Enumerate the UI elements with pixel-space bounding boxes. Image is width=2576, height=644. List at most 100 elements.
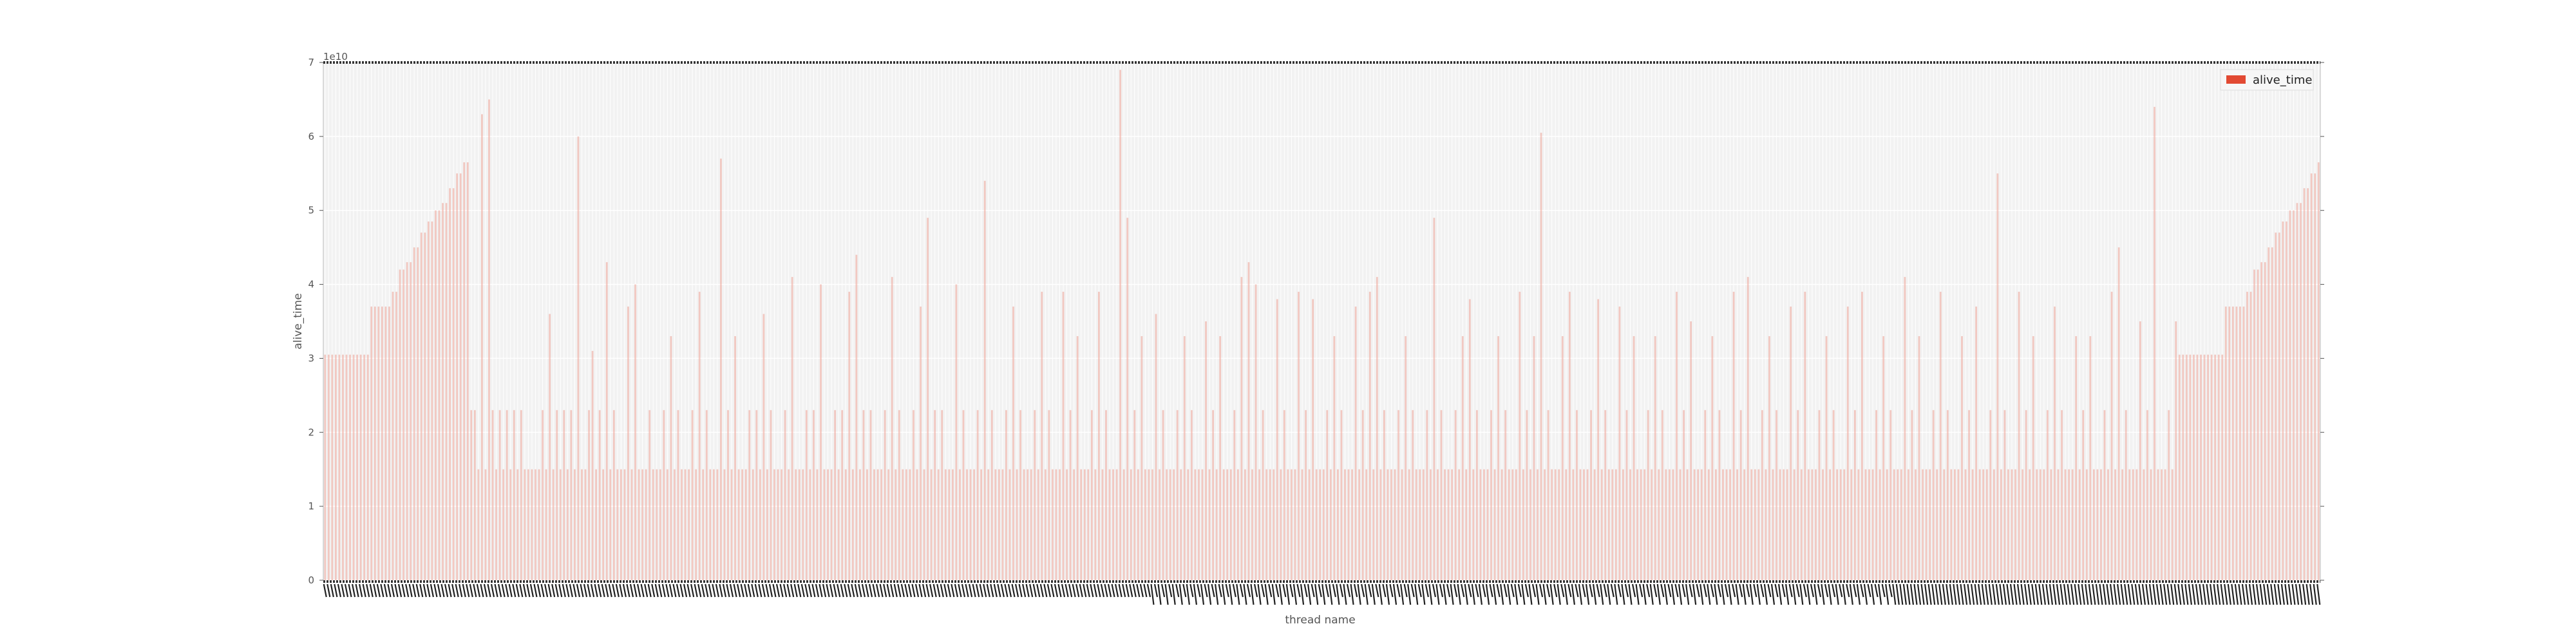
bar [851, 469, 854, 580]
bar [1312, 299, 1314, 580]
x-tick-label [1909, 583, 1915, 605]
bar [1461, 336, 1464, 580]
x-tick-label [829, 583, 834, 598]
x-tick-label [1828, 583, 1832, 605]
bar [1707, 469, 1710, 580]
bar [2231, 307, 2234, 580]
x-tick-label [1821, 583, 1825, 605]
x-tick-label [1293, 583, 1298, 605]
x-tick-label [580, 583, 584, 598]
x-tick-label [722, 583, 727, 598]
bar [612, 410, 615, 580]
x-tick-label [1100, 583, 1105, 598]
x-tick-label [979, 583, 983, 598]
x-tick-label [1978, 583, 1982, 605]
x-tick-label [505, 583, 509, 598]
x-tick-label [1610, 583, 1615, 598]
bar [649, 410, 651, 580]
bar [2307, 188, 2309, 580]
bar [2000, 469, 2002, 580]
x-tick-label [1403, 583, 1408, 598]
bar [1126, 218, 1129, 580]
bar [1818, 410, 1821, 580]
bar [2275, 232, 2277, 581]
bar [2011, 469, 2013, 580]
x-tick-label [536, 583, 542, 598]
x-tick-label [1175, 583, 1180, 598]
bar [2278, 232, 2280, 581]
bar [2296, 203, 2298, 580]
bar [1544, 469, 1546, 580]
x-tick-label [1129, 583, 1133, 598]
x-tick-label [1057, 583, 1062, 598]
x-tick-label [1503, 583, 1508, 598]
bar [1148, 469, 1150, 580]
bar [513, 410, 515, 580]
bar [620, 469, 622, 580]
x-tick-label [2220, 583, 2224, 605]
bar [352, 354, 355, 580]
bar [1073, 469, 1075, 580]
bar [1633, 336, 1635, 580]
bar [581, 469, 583, 580]
x-tick-label [1443, 583, 1447, 605]
bar [542, 410, 544, 580]
x-tick-label [897, 583, 902, 598]
bar [1151, 469, 1153, 580]
bar [1761, 410, 1763, 580]
bar [695, 469, 697, 580]
x-tick-label [1920, 583, 1925, 605]
x-tick-label [1061, 583, 1066, 598]
x-tick-label [1285, 583, 1290, 605]
x-tick-label [1560, 583, 1565, 598]
x-tick-label [826, 583, 830, 598]
bar [1929, 469, 1931, 580]
bar [1739, 410, 1742, 580]
x-tick-label [808, 583, 812, 598]
bar [591, 350, 594, 580]
bar [1783, 469, 1785, 580]
x-tick-label [972, 583, 976, 598]
bar [1611, 469, 1614, 580]
x-tick-label [1624, 583, 1629, 598]
bar [324, 354, 327, 580]
bar [1273, 469, 1275, 580]
bar [1875, 410, 1877, 580]
bar [777, 469, 779, 580]
x-tick-label [1710, 583, 1714, 598]
bar [1208, 469, 1211, 580]
x-tick-label [1207, 583, 1212, 605]
bar [641, 469, 643, 580]
y-tick-label: 7 [308, 57, 314, 68]
x-tick-label [1781, 583, 1786, 598]
x-tick-label [2067, 583, 2071, 605]
bar [595, 469, 598, 580]
x-tick-label [1785, 583, 1790, 605]
x-tick-label [490, 583, 495, 598]
x-tick-label [1193, 583, 1198, 605]
bar [1836, 469, 1839, 580]
x-tick-label [1014, 583, 1019, 598]
x-axis-label: thread name [1285, 614, 1355, 627]
y-tick-label: 5 [308, 205, 314, 216]
bar [1497, 336, 1499, 580]
bar [417, 247, 419, 581]
x-tick-label [2206, 583, 2210, 605]
x-tick-label [1867, 583, 1871, 598]
x-tick-label [1663, 583, 1668, 605]
x-tick-label [665, 583, 670, 598]
bar [976, 410, 979, 580]
x-tick-label [1289, 583, 1294, 598]
x-tick-label [765, 583, 770, 598]
bar [1468, 299, 1471, 580]
bar [2217, 354, 2220, 580]
bar [535, 469, 536, 580]
bar [2242, 307, 2245, 580]
bar [1579, 469, 1582, 580]
bar [1205, 321, 1207, 580]
x-tick-label [1842, 583, 1846, 605]
x-tick-label [1795, 583, 1800, 598]
bar [998, 469, 1000, 580]
x-tick-label [1971, 583, 1975, 605]
x-tick-label [918, 583, 923, 598]
